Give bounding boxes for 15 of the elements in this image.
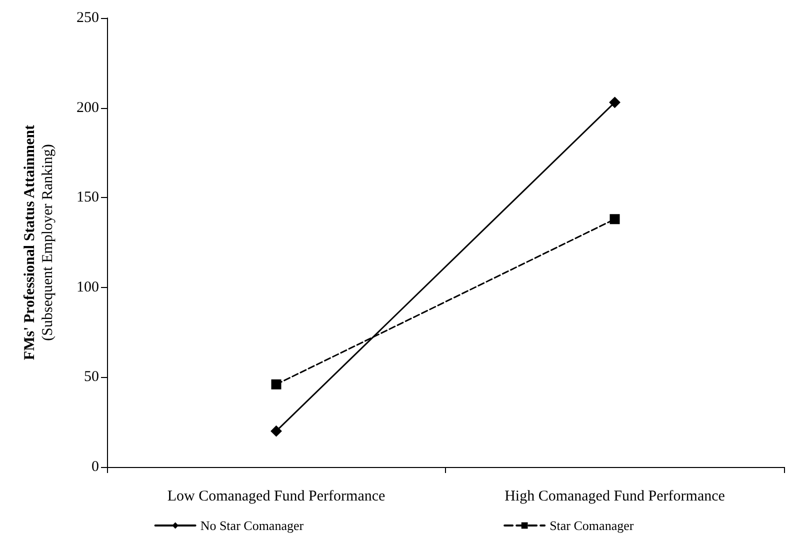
y-tick-label: 150 [76,190,99,206]
x-tick-label: Low Comanaged Fund Performance [167,488,386,504]
point [271,379,282,390]
point [610,214,620,224]
y-tick-label: 0 [92,459,99,475]
point [270,426,282,437]
y-tick-label: 200 [76,100,99,116]
y-tick-label: 100 [76,279,99,296]
legend-label: Star Comanager [550,518,634,533]
y-axis-title: FMs' Professional Status Attainment (Subsequent Employer Ranking) [22,124,56,360]
x-tick-label: High Comanaged Fund Performance [504,488,726,504]
y-tick-label: 250 [76,10,99,26]
legend-label: No Star Comanager [200,518,304,533]
point [609,96,620,108]
y-tick-label: 50 [84,369,99,386]
